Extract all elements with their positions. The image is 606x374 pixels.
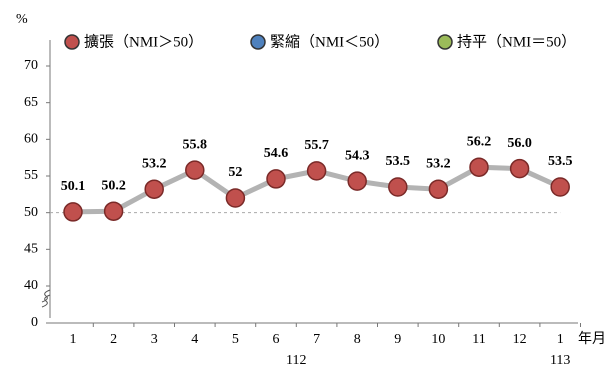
data-point: [266, 169, 286, 189]
y-tick-label: 45: [24, 242, 38, 257]
legend-label: 持平（NMI＝50）: [457, 33, 576, 50]
x-tick-label: 7: [313, 332, 320, 347]
x-tick-label: 8: [354, 332, 361, 347]
data-point: [225, 188, 246, 208]
legend-marker: [64, 34, 80, 50]
legend-marker: [437, 34, 453, 50]
group-label: 112: [286, 353, 306, 368]
x-tick-label: 9: [394, 332, 401, 347]
data-point: [509, 158, 530, 179]
data-point: [428, 179, 449, 199]
data-label: 52: [228, 165, 242, 180]
x-tick-label: 6: [273, 332, 280, 347]
x-tick-label: 10: [431, 332, 445, 347]
x-tick-label: 4: [191, 332, 198, 347]
data-point: [388, 177, 408, 197]
x-tick-label: 1: [557, 332, 564, 347]
group-label: 113: [550, 353, 570, 368]
data-point: [103, 201, 124, 221]
data-label: 55.8: [183, 137, 208, 152]
data-point: [469, 157, 489, 177]
data-point: [306, 161, 327, 181]
data-label: 55.7: [304, 138, 329, 153]
data-point: [550, 177, 570, 197]
data-point: [347, 171, 367, 191]
data-label: 56.0: [507, 136, 532, 151]
y-tick-label: 55: [24, 168, 38, 183]
data-label: 53.2: [426, 156, 451, 171]
y-tick-label: 40: [24, 278, 38, 293]
legend-label: 擴張（NMI＞50）: [84, 33, 203, 50]
data-label: 53.5: [548, 154, 573, 169]
x-tick-label: 3: [151, 332, 158, 347]
x-tick-label: 1: [70, 332, 77, 347]
axis-break: [41, 289, 51, 308]
data-point: [185, 160, 205, 180]
legend-label: 緊縮（NMI＜50）: [270, 33, 389, 50]
x-tick-label: 2: [110, 332, 117, 347]
x-tick-label: 5: [232, 332, 239, 347]
y-tick-label: 50: [24, 205, 38, 220]
data-label: 53.5: [386, 154, 411, 169]
data-label: 50.1: [61, 179, 86, 194]
data-label: 54.3: [345, 148, 370, 163]
legend-marker: [250, 34, 266, 50]
y-axis-label: %: [16, 12, 28, 27]
x-tick-label: 11: [472, 332, 485, 347]
y-tick-label: 60: [24, 132, 38, 147]
y-tick-label: 65: [24, 95, 38, 110]
data-label: 50.2: [101, 178, 126, 193]
x-tick-label: 12: [513, 332, 527, 347]
data-label: 56.2: [467, 134, 492, 149]
x-axis-label: 年月: [578, 331, 606, 347]
data-label: 54.6: [264, 146, 289, 161]
y-tick-label: 70: [24, 58, 38, 73]
y-tick-label: 0: [31, 315, 38, 330]
data-point: [63, 202, 83, 222]
data-point: [144, 179, 164, 199]
data-label: 53.2: [142, 156, 167, 171]
